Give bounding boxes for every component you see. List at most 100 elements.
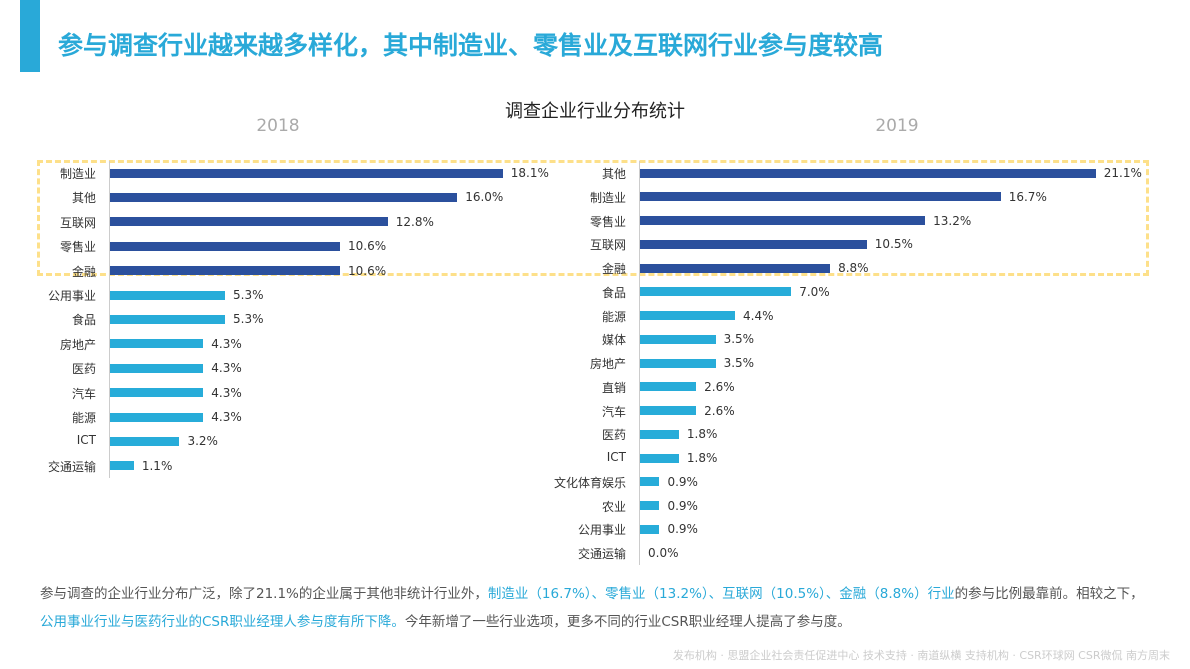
bar <box>110 266 341 276</box>
data-label: 10.6% <box>348 239 387 254</box>
year-2018: 2018 <box>256 116 300 136</box>
bar <box>110 192 458 202</box>
data-label: 0.9% <box>667 474 698 489</box>
category-label: 汽车 <box>601 404 626 419</box>
data-label: 4.3% <box>211 385 242 400</box>
description: 参与调查的企业行业分布广泛，除了21.1%的企业属于其他非统计行业外，制造业（1… <box>40 580 1150 636</box>
data-label: 10.5% <box>874 237 913 252</box>
bar <box>110 339 204 349</box>
bar <box>640 311 736 320</box>
data-label: 3.2% <box>187 434 218 449</box>
data-label: 1.8% <box>686 451 718 465</box>
data-label: 16.7% <box>1008 189 1047 204</box>
category-label: 房地产 <box>59 337 96 352</box>
bar <box>110 363 204 373</box>
page-title: 参与调查行业越来越多样化，其中制造业、零售业及互联网行业参与度较高 <box>58 31 884 60</box>
bar <box>640 406 697 415</box>
category-label: 互联网 <box>59 215 96 230</box>
data-label: 7.0% <box>799 284 830 299</box>
category-label: 文化体育娱乐 <box>553 475 626 490</box>
category-label: ICT <box>606 450 626 464</box>
data-label: 1.8% <box>686 427 718 442</box>
bar <box>110 412 204 422</box>
category-label: 医药 <box>601 428 626 443</box>
year-2019: 2019 <box>875 116 919 136</box>
category-label: 其他 <box>71 191 96 206</box>
chart-title: 调查企业行业分布统计 <box>505 101 685 122</box>
bar <box>110 168 503 178</box>
data-label: 5.3% <box>233 312 264 327</box>
category-label: 零售业 <box>589 214 626 229</box>
category-label: 制造业 <box>59 167 96 181</box>
category-label: 医药 <box>71 362 96 377</box>
data-label: 12.8% <box>395 214 434 229</box>
data-label: 0.0% <box>648 546 679 560</box>
bar <box>110 314 225 324</box>
data-label: 1.1% <box>141 458 173 473</box>
bar <box>640 501 660 510</box>
category-label: 公用事业 <box>577 523 626 538</box>
bar <box>110 241 341 251</box>
desc-text-1: 参与调查的企业行业分布广泛，除了21.1%的企业属于其他非统计行业外， <box>40 586 488 602</box>
category-label: 农业 <box>601 499 626 514</box>
title-accent-bar <box>20 0 40 72</box>
bar <box>640 334 716 344</box>
data-label: 8.8% <box>838 261 869 275</box>
bar <box>640 216 926 225</box>
bar <box>110 436 180 446</box>
data-label: 4.3% <box>211 410 242 424</box>
bar <box>110 290 225 300</box>
bar <box>640 239 867 249</box>
category-label: 零售业 <box>59 240 96 255</box>
bar <box>640 263 831 273</box>
desc-text-2: 的参与比例最靠前。相较之下， <box>954 586 1144 602</box>
category-label: 金融 <box>71 264 96 279</box>
category-label: 房地产 <box>589 357 626 371</box>
category-label: 交通运输 <box>47 459 96 474</box>
bar <box>640 524 660 534</box>
bar <box>640 453 679 463</box>
category-label: 能源 <box>601 309 626 324</box>
footer-credits: 发布机构 · 思盟企业社会责任促进中心 技术支持 · 南道纵横 支持机构 · C… <box>672 649 1170 662</box>
data-label: 3.5% <box>723 356 755 370</box>
category-label: 能源 <box>71 411 96 425</box>
data-label: 0.9% <box>667 522 698 537</box>
category-label: 食品 <box>71 313 96 328</box>
category-label: 公用事业 <box>47 289 96 303</box>
data-label: 2.6% <box>704 379 735 394</box>
bar <box>640 168 1096 178</box>
bar <box>640 358 716 368</box>
axis-line-0 <box>109 161 110 478</box>
data-label: 18.1% <box>510 166 549 180</box>
data-label: 4.4% <box>743 308 774 323</box>
desc-highlight-1: 制造业（16.7%）、零售业（13.2%）、互联网（10.5%）、金融（8.8%… <box>487 586 955 602</box>
axis-line-1 <box>639 161 640 565</box>
data-label: 5.3% <box>233 288 264 302</box>
bar <box>640 429 679 439</box>
data-label: 4.3% <box>211 361 242 376</box>
desc-highlight-2: 公用事业行业与医药行业的CSR职业经理人参与度有所下降。 <box>40 614 405 630</box>
category-label: 媒体 <box>601 333 626 348</box>
category-label: 其他 <box>601 167 626 181</box>
category-label: 金融 <box>601 262 626 276</box>
category-label: 直销 <box>601 380 626 395</box>
bar <box>110 217 388 227</box>
bar <box>110 388 204 398</box>
data-label: 21.1% <box>1103 166 1142 180</box>
data-label: 4.3% <box>211 336 242 351</box>
top5-highlight-box <box>37 160 1149 276</box>
bar <box>110 461 134 471</box>
data-label: 16.0% <box>465 190 504 205</box>
data-label: 3.5% <box>723 332 755 347</box>
bar <box>640 382 697 392</box>
category-label: 汽车 <box>71 386 96 401</box>
bar <box>640 192 1001 202</box>
data-label: 10.6% <box>348 263 387 278</box>
category-label: 食品 <box>601 285 626 300</box>
desc-text-3: 今年新增了一些行业选项，更多不同的行业CSR职业经理人提高了参与度。 <box>404 614 851 630</box>
data-label: 2.6% <box>704 403 735 418</box>
category-label: 制造业 <box>589 190 626 205</box>
category-label: ICT <box>76 433 96 448</box>
category-label: 交通运输 <box>577 547 626 561</box>
category-label: 互联网 <box>589 238 626 253</box>
